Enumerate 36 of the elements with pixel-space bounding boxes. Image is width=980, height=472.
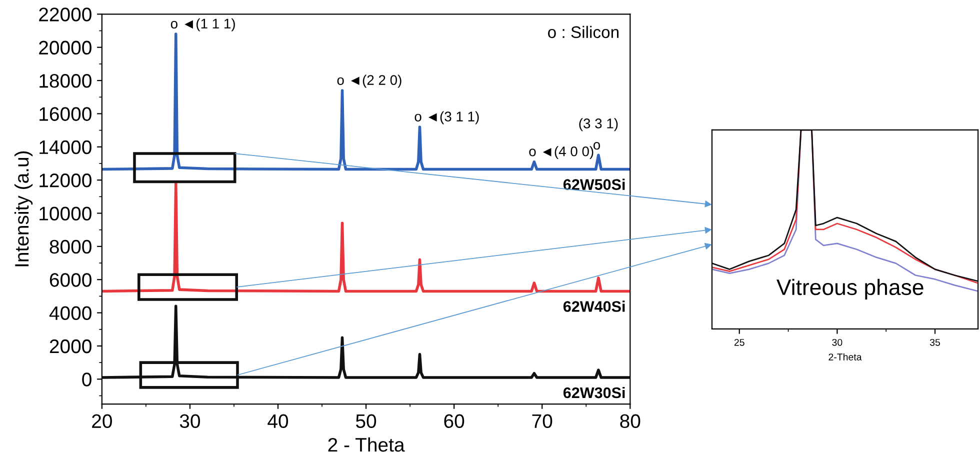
annotation: o ◄(1 1 1) <box>170 18 235 32</box>
x-tick-label: 35 <box>930 338 940 346</box>
annotation: (3 3 1) <box>579 118 618 132</box>
annotation: Vitreous phase <box>776 278 924 300</box>
series-label: 62W50Si <box>563 178 625 190</box>
x-axis-title: 2 - Theta <box>328 437 405 452</box>
series-label: 62W40Si <box>563 300 625 312</box>
y-tick-label: 0 <box>82 372 92 386</box>
annotation: o ◄(3 1 1) <box>414 111 479 124</box>
y-tick-label: 2000 <box>50 339 92 354</box>
x-tick-label: 80 <box>620 414 640 428</box>
y-tick-label: 14000 <box>40 140 92 154</box>
y-tick-label: 8000 <box>50 240 92 254</box>
x-tick-label: 25 <box>734 338 744 346</box>
y-tick-label: 22000 <box>39 8 92 22</box>
x-tick-label: 70 <box>532 414 552 428</box>
x-tick-label: 60 <box>444 414 464 428</box>
annotation: o ◄(4 0 0) <box>529 146 594 160</box>
y-tick-label: 18000 <box>40 74 92 88</box>
y-tick-label: 10000 <box>40 206 92 220</box>
x-tick-label: 20 <box>92 414 112 428</box>
y-tick-label: 20000 <box>39 40 92 55</box>
y-tick-label: 12000 <box>40 174 92 188</box>
y-tick-label: 6000 <box>50 273 92 287</box>
y-axis-title: Intensity (a.u) <box>14 151 33 266</box>
x-axis-title: 2-Theta <box>828 353 862 360</box>
series-label: 62W30Si <box>563 386 625 398</box>
y-tick-label: 4000 <box>49 306 92 320</box>
x-tick-label: 40 <box>268 414 288 428</box>
annotation: o <box>593 142 600 150</box>
annotation: o ◄(2 2 0) <box>337 74 402 88</box>
y-tick-label: 16000 <box>40 107 92 121</box>
x-tick-label: 30 <box>180 414 200 428</box>
x-tick-label: 30 <box>832 338 842 346</box>
annotation: o : Silicon <box>548 26 618 38</box>
x-tick-label: 50 <box>356 414 376 428</box>
